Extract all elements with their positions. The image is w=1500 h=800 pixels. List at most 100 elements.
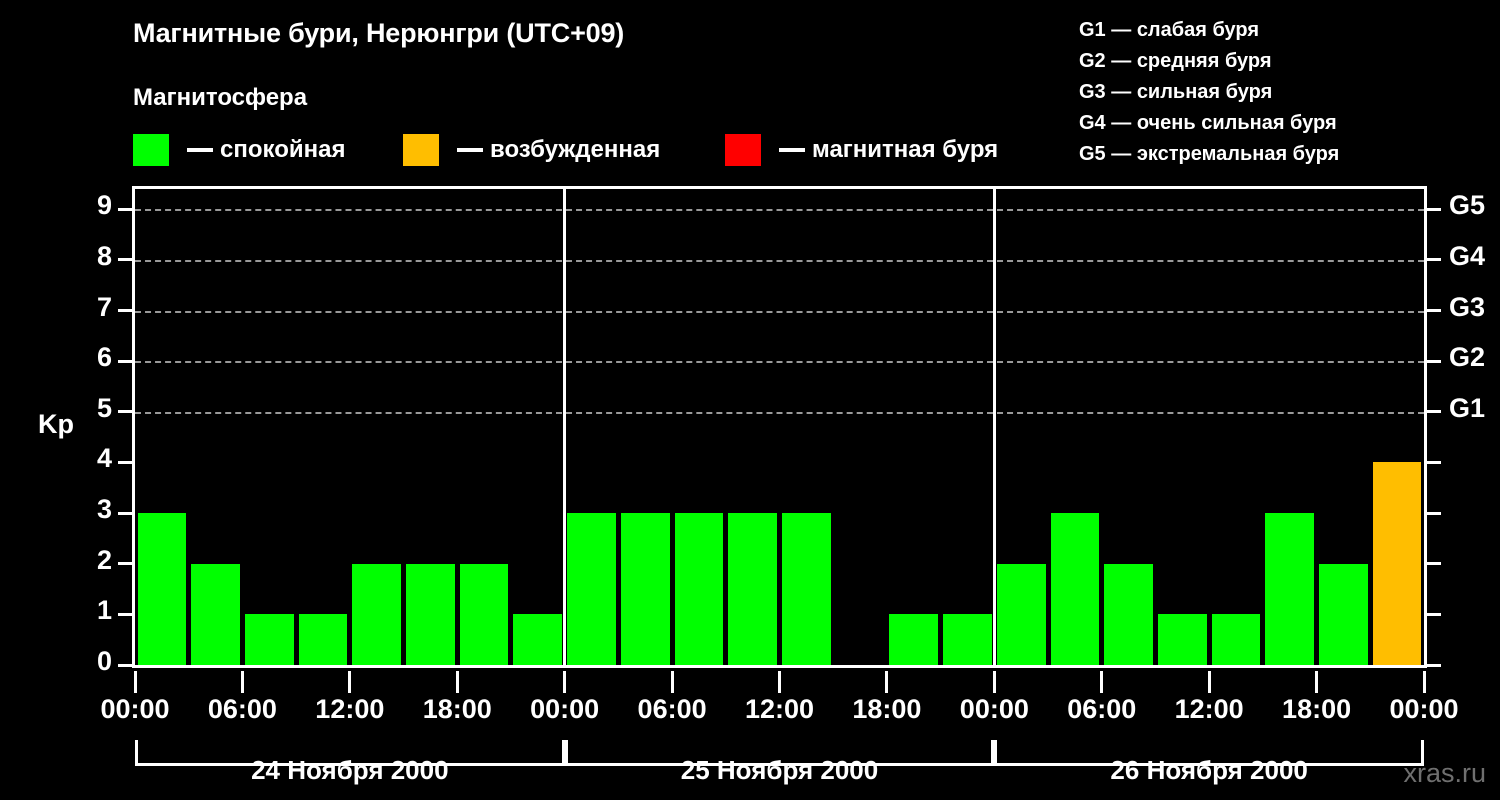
right-tick-g4 (1427, 258, 1441, 262)
y-tick-7 (118, 309, 132, 313)
g-scale-row-g1: G1 — слабая буря (1079, 15, 1499, 46)
y-tick-6 (118, 359, 132, 363)
x-tick-6 (778, 671, 781, 693)
right-minor-tick-1 (1427, 612, 1441, 616)
bar-kp (513, 614, 563, 665)
bar-kp (674, 513, 724, 665)
right-minor-tick-2 (1427, 562, 1441, 566)
x-tick-8 (992, 671, 996, 693)
y-tick-label-5: 5 (96, 392, 112, 423)
right-tick-g2 (1427, 359, 1441, 363)
right-tick-label-g3: G3 (1449, 291, 1486, 322)
x-tick-1 (240, 671, 244, 693)
g-scale-dash: — (1105, 19, 1137, 41)
y-tick-label-8: 8 (96, 240, 112, 271)
bar-kp (459, 563, 509, 665)
legend-dash-icon (457, 148, 483, 152)
y-axis-title: Kp (38, 409, 74, 439)
x-tick-7 (885, 671, 889, 693)
legend-label-storm: магнитная буря (812, 136, 999, 163)
x-tick-label-7: 18:00 (852, 694, 922, 724)
watermark: xras.ru (1403, 758, 1486, 788)
bar-kp (567, 513, 616, 665)
y-tick-label-4: 4 (96, 443, 112, 474)
legend-dash-icon (187, 148, 213, 152)
bar-kp (889, 614, 939, 665)
g-scale-desc: средняя буря (1136, 50, 1272, 72)
bar-kp (406, 563, 455, 665)
y-tick-label-9: 9 (96, 190, 112, 221)
bar-kp (244, 614, 294, 665)
day-group-rule-2 (994, 740, 1424, 766)
bar-kp (1372, 462, 1422, 665)
y-tick-5 (118, 410, 132, 414)
x-tick-label-0: 00:00 (100, 694, 170, 724)
x-tick-11 (1315, 671, 1319, 693)
day-group-label: 25 Ноября 2000 (680, 755, 879, 785)
right-tick-label-g1: G1 (1449, 392, 1486, 423)
day-separator (992, 189, 996, 665)
bar-kp (352, 563, 402, 665)
right-tick-g1 (1427, 410, 1441, 414)
y-tick-1 (118, 612, 132, 616)
y-tick-label-7: 7 (96, 291, 112, 322)
legend-dash-icon (779, 148, 805, 152)
y-tick-8 (118, 258, 132, 262)
g-scale-desc: слабая буря (1136, 19, 1260, 41)
x-tick-label-11: 18:00 (1282, 694, 1352, 724)
g-scale-row-g2: G2 — средняя буря (1079, 46, 1499, 77)
bar-kp (1211, 614, 1261, 665)
g-scale-code: G4 (1079, 112, 1106, 134)
y-tick-label-2: 2 (96, 544, 112, 575)
right-minor-tick-3 (1427, 511, 1441, 515)
g-scale-code: G3 (1079, 81, 1106, 103)
x-tick-label-9: 06:00 (1067, 694, 1137, 724)
plot-inner (135, 189, 1424, 665)
x-tick-label-12: 00:00 (1389, 694, 1459, 724)
bar-kp (191, 563, 240, 665)
gridline-kp-5 (135, 411, 1424, 414)
bar-kp (728, 513, 777, 665)
y-tick-3 (118, 511, 132, 515)
day-separator (563, 189, 567, 665)
day-group-rule-0 (135, 740, 565, 766)
legend-item-quiet: спокойная (133, 133, 345, 167)
day-group-rule-1 (564, 740, 995, 766)
page-title: Магнитные бури, Нерюнгри (UTC+09) (133, 18, 625, 48)
x-tick-label-1: 06:00 (207, 694, 277, 724)
g-scale-desc: сильная буря (1136, 81, 1273, 103)
bar-kp (137, 513, 187, 665)
g-scale-code: G2 (1079, 50, 1106, 72)
right-tick-g5 (1427, 207, 1441, 211)
bar-kp (943, 614, 992, 665)
legend-label-active: возбужденная (490, 136, 661, 163)
bar-kp (1319, 563, 1368, 665)
g-scale-dash: — (1105, 143, 1137, 165)
y-tick-label-3: 3 (96, 494, 112, 525)
y-tick-label-1: 1 (96, 595, 112, 626)
right-tick-label-g5: G5 (1449, 190, 1486, 221)
gridline-kp-9 (135, 209, 1424, 212)
x-tick-label-10: 12:00 (1174, 694, 1244, 724)
bar-kp (298, 614, 348, 665)
legend-swatch-active (403, 134, 439, 166)
bar-kp (620, 513, 670, 665)
kp-bar-chart-plot-area (132, 186, 1427, 668)
x-tick-9 (1100, 671, 1104, 693)
bar-kp (1265, 513, 1315, 665)
y-tick-0 (118, 663, 132, 667)
x-tick-12 (1422, 671, 1426, 693)
legend-label-quiet: спокойная (220, 136, 346, 163)
x-tick-2 (348, 671, 352, 693)
x-tick-label-8: 00:00 (959, 694, 1029, 724)
g-scale-dash: — (1105, 50, 1137, 72)
x-tick-0 (133, 671, 137, 693)
gridline-kp-6 (135, 361, 1424, 364)
right-tick-label-g2: G2 (1449, 342, 1486, 373)
magnetosphere-legend: спокойная возбужденная магнитная буря (133, 133, 1033, 167)
legend-item-storm: магнитная буря (725, 133, 998, 167)
gridline-kp-8 (135, 259, 1424, 262)
x-tick-10 (1207, 671, 1211, 693)
g-scale-row-g4: G4 — очень сильная буря (1079, 108, 1499, 139)
g-scale-row-g5: G5 — экстремальная буря (1079, 139, 1499, 170)
